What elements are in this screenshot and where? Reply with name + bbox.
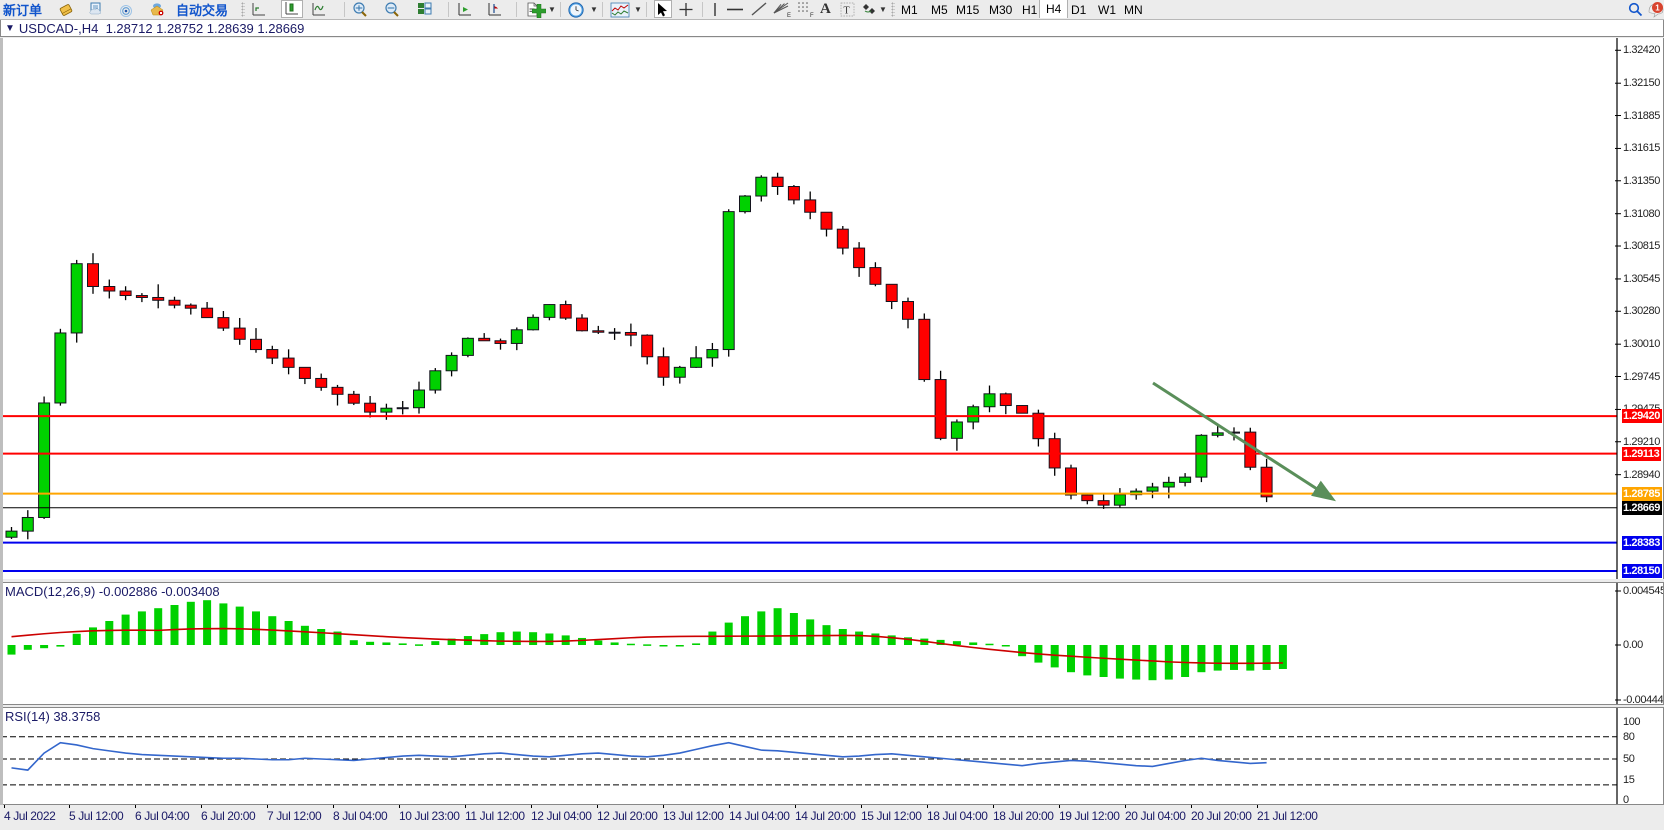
svg-text:1: 1 [1655,3,1660,12]
svg-text:T: T [844,5,850,16]
svg-text:F: F [810,13,814,18]
svg-text:E: E [787,13,791,18]
